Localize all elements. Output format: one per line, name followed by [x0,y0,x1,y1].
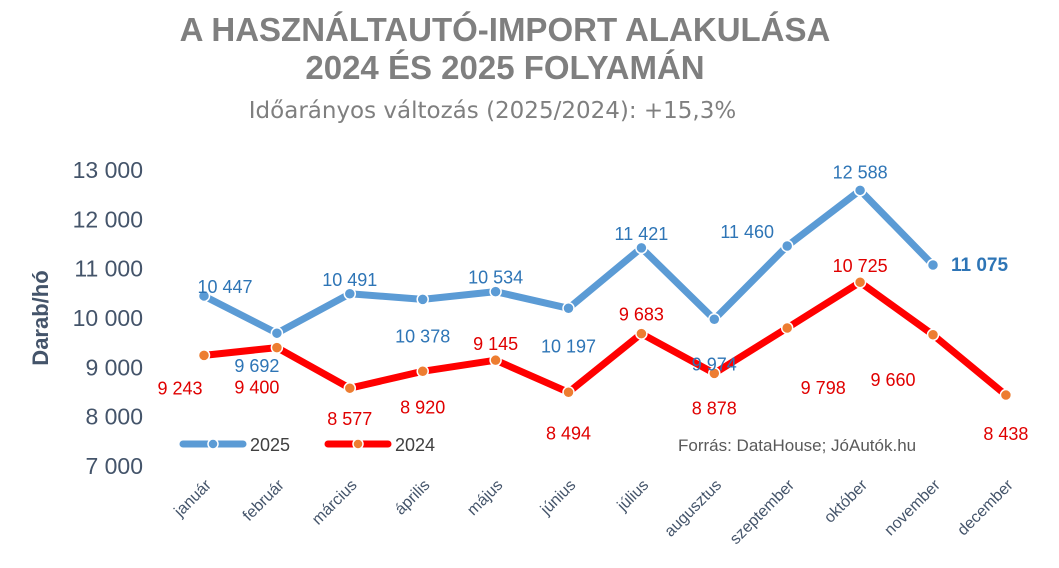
data-point-2025 [489,285,502,298]
chart-title-line2: 2024 ÉS 2025 FOLYAMÁN [305,49,705,86]
data-point-2025 [343,287,357,301]
y-tick-label: 7 000 [85,453,143,479]
data-label-2024: 10 725 [833,256,888,276]
data-point-2024 [780,321,794,335]
data-label-2025: 11 075 [951,255,1008,276]
data-point-2025 [416,293,429,306]
data-point-2024 [562,386,575,399]
data-label-2025: 11 421 [615,224,669,244]
data-label-2024: 9 400 [234,378,279,398]
data-label-2024: 8 577 [327,409,372,429]
x-tick-label: április [392,477,434,519]
data-label-2024: 9 145 [473,334,518,354]
data-label-2025: 9 692 [234,356,279,376]
x-tick-label: június [537,477,579,519]
data-label-2024: 9 660 [870,370,915,390]
data-point-2025 [926,258,940,272]
data-label-2025: 10 447 [197,277,252,297]
data-label-2024: 8 920 [400,397,445,417]
x-tick-label: október [821,476,871,526]
data-point-2025 [270,326,284,340]
legend-label-2025: 2025 [250,435,290,455]
data-label-2024: 9 798 [801,378,846,398]
data-label-2024: 8 878 [692,398,737,418]
data-label-2025: 10 378 [395,326,450,346]
series-line-2024 [200,278,1010,399]
data-label-2024: 8 438 [983,424,1028,444]
x-tick-label: szeptember [727,476,799,548]
data-point-2024 [197,349,211,362]
source-note: Forrás: DataHouse; JóAutók.hu [678,436,916,455]
y-tick-label: 10 000 [73,305,143,331]
data-point-2024 [635,327,648,340]
x-tick-label: március [309,477,361,529]
data-label-2025: 10 491 [322,270,377,290]
y-tick-label: 12 000 [73,206,143,232]
legend-marker-2024 [352,438,364,450]
y-tick-label: 9 000 [85,354,143,380]
data-label-2025: 10 534 [468,268,523,288]
x-tick-label: február [240,476,288,524]
x-tick-label: július [614,477,653,516]
data-point-2025 [780,239,794,253]
data-point-2024 [708,367,721,380]
x-tick-label: augusztus [662,477,726,541]
data-label-2025: 11 460 [720,222,774,242]
data-point-2024 [999,388,1013,402]
y-tick-label: 8 000 [85,404,143,430]
chart-title: A HASZNÁLTAUTÓ-IMPORT ALAKULÁSA [179,11,831,48]
x-tick-label: november [881,476,944,539]
y-axis-label: Darab/hó [28,270,53,365]
data-label-2025: 10 197 [541,336,596,356]
data-label-2024: 8 494 [546,423,591,443]
chart-subtitle: Időarányos változás (2025/2024): +15,3% [248,98,737,124]
data-label-2025: 12 588 [833,162,888,182]
legend-label-2024: 2024 [395,435,435,455]
y-tick-label: 11 000 [74,256,143,282]
data-point-2024 [270,341,284,354]
data-label-2024: 9 683 [619,305,664,325]
legend-marker-2025 [207,438,219,450]
data-label-2024: 9 243 [157,378,202,398]
data-point-2024 [853,275,867,289]
x-tick-label: január [171,476,216,521]
data-point-2024 [926,328,940,342]
data-point-2025 [197,289,211,303]
data-point-2024 [343,381,357,395]
data-point-2025 [708,313,721,326]
data-point-2024 [416,365,429,378]
data-point-2025 [853,184,867,197]
data-point-2025 [562,302,575,315]
y-tick-label: 13 000 [73,157,143,183]
x-tick-label: december [954,476,1017,539]
data-point-2024 [489,353,502,367]
x-tick-label: május [464,477,506,519]
data-label-2025: 9 974 [692,354,737,374]
data-point-2025 [635,241,648,255]
